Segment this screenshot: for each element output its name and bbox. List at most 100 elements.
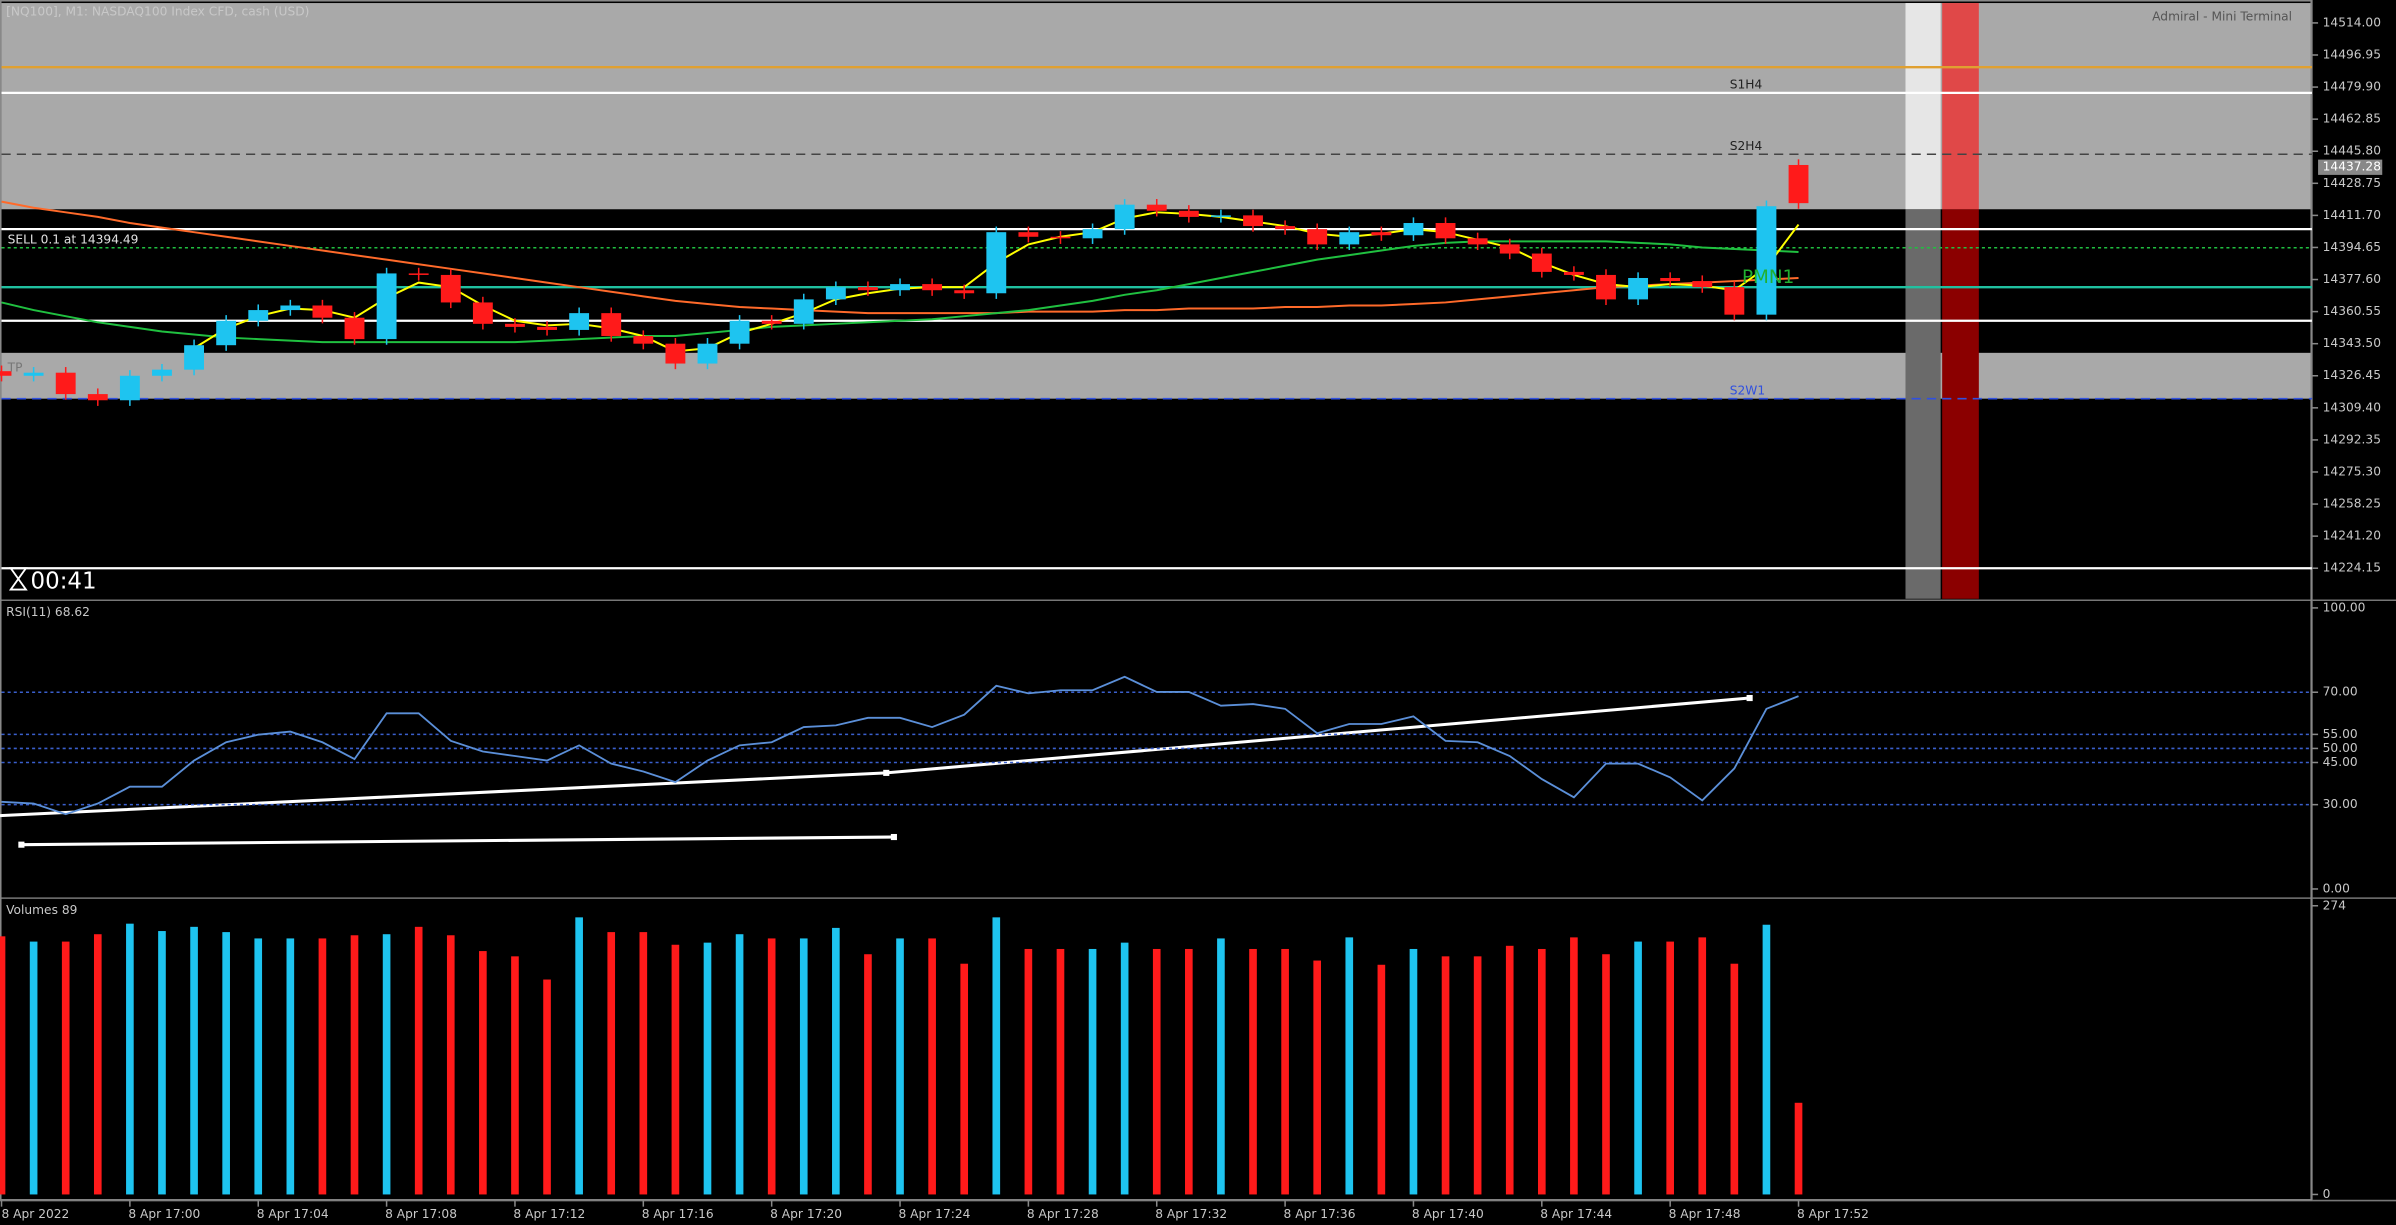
candle-body [1275, 226, 1296, 230]
y-tick-label: 14479.90 [2323, 80, 2381, 94]
x-tick-label: 8 Apr 17:48 [1669, 1207, 1741, 1221]
x-tick-label: 8 Apr 17:12 [513, 1207, 585, 1221]
x-tick-label: 8 Apr 17:52 [1797, 1207, 1869, 1221]
x-tick-label: 8 Apr 17:16 [642, 1207, 714, 1221]
x-tick-label: 8 Apr 17:32 [1155, 1207, 1227, 1221]
y-tick-label: 14411.70 [2323, 208, 2381, 222]
candle-body [248, 310, 269, 321]
candle-body [1531, 253, 1552, 272]
volume-bar [1281, 948, 1289, 1195]
volume-bar [1313, 960, 1322, 1195]
y-tick-label: 14326.45 [2323, 368, 2381, 382]
candle-body [23, 372, 44, 376]
volume-bar [1088, 948, 1097, 1195]
band [1905, 209, 1941, 599]
candle-body [825, 287, 846, 300]
volume-bar [1024, 948, 1033, 1195]
candle-body [344, 317, 365, 340]
candle-body [1467, 238, 1488, 245]
rsi-title: RSI(11) 68.62 [6, 605, 90, 619]
volume-bar [1217, 938, 1225, 1195]
candle-body [890, 284, 910, 291]
candle-body [55, 372, 76, 395]
volume-bar [0, 936, 6, 1195]
candle-body [376, 273, 397, 340]
volume-bar [479, 951, 487, 1195]
handle [883, 769, 890, 776]
volume-bar [286, 938, 295, 1195]
handle [890, 833, 897, 841]
candle-body [505, 323, 525, 327]
y-tick-label: 45.00 [2323, 755, 2358, 769]
volume-bar [318, 938, 327, 1195]
candle-body [1403, 223, 1424, 236]
volume-bar [1409, 948, 1418, 1195]
candle-body [569, 313, 590, 330]
frame [0, 0, 2312, 1201]
candle-body [1756, 206, 1777, 315]
volume-bar [543, 979, 551, 1195]
candle-body [184, 345, 204, 370]
y-tick-label: 100.00 [2323, 600, 2366, 614]
volume-bar [1570, 937, 1578, 1195]
volume-bar [61, 941, 70, 1195]
candle-body [1499, 244, 1520, 254]
candle-body [697, 343, 718, 364]
volume-bar [29, 941, 38, 1195]
volume-bar [93, 934, 102, 1195]
volume-bar [1666, 941, 1674, 1195]
volume-bar [1473, 956, 1482, 1195]
volume-bar [1634, 941, 1642, 1195]
candle-body [216, 320, 237, 346]
x-tick-label: 8 Apr 17:44 [1540, 1207, 1612, 1221]
price-label: 14437.28 [2323, 160, 2381, 174]
y-tick-label: 14309.40 [2323, 400, 2381, 414]
x-tick-label: 8 Apr 2022 [2, 1207, 70, 1221]
volume-bar [511, 956, 519, 1195]
volume-bar [703, 942, 712, 1195]
y-tick-label: 14462.85 [2323, 112, 2381, 126]
candle-body [312, 305, 333, 318]
x-tick-label: 8 Apr 17:08 [385, 1207, 457, 1221]
volume-bar [382, 934, 391, 1195]
volume-bar [1794, 1102, 1803, 1195]
annotation: TP [7, 361, 23, 375]
volume-title: Volumes 89 [6, 903, 77, 917]
candle-body [1596, 274, 1616, 300]
volume-bar [1249, 948, 1257, 1195]
volume-bar [126, 923, 134, 1195]
timer: 00:41 [31, 568, 97, 594]
candle-body [633, 336, 654, 344]
candle-body [472, 302, 493, 324]
x-tick-label: 8 Apr 17:28 [1027, 1207, 1099, 1221]
candle-body [601, 313, 622, 337]
candle-body [1243, 215, 1263, 227]
volume-bar [1730, 963, 1739, 1195]
rsi-trendlines [0, 694, 1753, 848]
y-tick-label: 14360.55 [2323, 304, 2381, 318]
volume-bar [607, 932, 616, 1195]
x-tick-label: 8 Apr 17:24 [899, 1207, 971, 1221]
volume-bar [1698, 937, 1707, 1195]
volume-bar [1377, 964, 1386, 1195]
candle-body [1114, 204, 1135, 230]
annotation: S2W1 [1730, 384, 1765, 398]
x-tick-label: 8 Apr 17:40 [1412, 1207, 1484, 1221]
volume-bar [350, 935, 359, 1195]
volume-bar [832, 927, 840, 1195]
chart-title: [NQ100], M1: NASDAQ100 Index CFD, cash (… [6, 5, 309, 19]
band [1942, 3, 1979, 210]
annotation: SELL 0.1 at 14394.49 [8, 233, 139, 247]
brand: Admiral - Mini Terminal [2152, 9, 2292, 23]
volume-bar [864, 954, 872, 1195]
volume-bar [254, 938, 263, 1195]
volume-bar [992, 917, 1001, 1195]
volume-bar [1185, 948, 1193, 1195]
band [1942, 209, 1979, 599]
candle-body [1563, 271, 1584, 275]
candle-body [1724, 287, 1745, 315]
volume-bar [1120, 942, 1129, 1195]
volume-bar [767, 938, 776, 1195]
candle-body [537, 326, 557, 330]
